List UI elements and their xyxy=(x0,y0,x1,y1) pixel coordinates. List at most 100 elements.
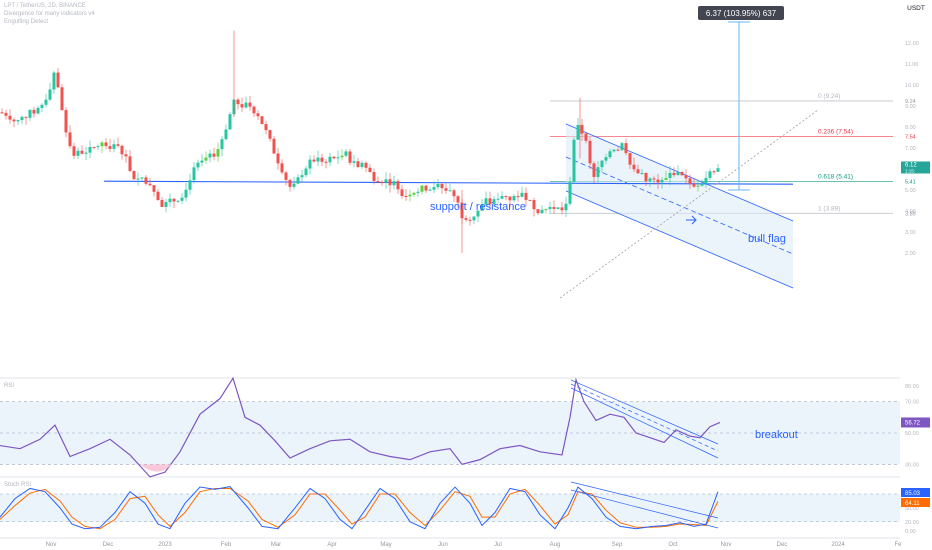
time-tick: Oct xyxy=(668,542,678,548)
candle-body xyxy=(44,99,48,105)
time-tick: Aug xyxy=(550,542,561,548)
candle-body xyxy=(204,157,208,161)
indicator-label-divergence: Divergence for many indicators v4 xyxy=(4,11,95,17)
fib-axis-tick: 7.54 xyxy=(905,135,916,141)
candle-body xyxy=(140,177,144,179)
candle-body xyxy=(344,151,348,156)
candle-body xyxy=(240,104,244,108)
candle-body xyxy=(100,142,104,147)
candle-body xyxy=(632,164,636,170)
time-tick: Nov xyxy=(46,542,57,548)
candle-body xyxy=(228,114,232,130)
last-price-value: 6.12 xyxy=(905,162,917,168)
candle-body xyxy=(564,203,568,211)
candle-body xyxy=(516,196,520,198)
stoch-tick: 0.00 xyxy=(905,529,916,535)
rsi-channel-top xyxy=(570,379,719,445)
candle-body xyxy=(700,183,704,186)
candle-body xyxy=(480,204,484,211)
candle-body xyxy=(184,189,188,198)
candle-body xyxy=(224,129,228,140)
candle-body xyxy=(628,153,632,165)
candle-body xyxy=(160,200,164,207)
candle-body xyxy=(448,190,452,192)
candle-body xyxy=(316,157,320,162)
candle-body xyxy=(216,149,220,157)
candle-body xyxy=(576,124,580,140)
stoch-panel-title: Stoch RSI xyxy=(4,482,31,488)
candle-body xyxy=(280,163,284,173)
stoch-tick: 50.00 xyxy=(905,506,919,512)
currency-badge: USDT xyxy=(907,5,925,12)
flag-channel-fill xyxy=(566,124,793,288)
candle-body xyxy=(76,150,80,156)
bull-flag-label: bull flag xyxy=(748,233,786,245)
candle-body xyxy=(584,133,588,141)
candle-body xyxy=(72,146,76,156)
rsi-value: 56.72 xyxy=(905,420,921,426)
price-tick: 3.00 xyxy=(905,230,916,236)
candle-body xyxy=(108,146,112,149)
candle-body xyxy=(476,210,480,217)
candle-body xyxy=(28,109,32,118)
candle-body xyxy=(392,181,396,186)
time-tick: Fe xyxy=(894,542,902,548)
candle-body xyxy=(588,140,592,164)
candle-body xyxy=(648,178,652,182)
arrow-icon xyxy=(686,215,697,225)
candle-body xyxy=(60,87,64,111)
candle-body xyxy=(68,132,72,147)
candle-body xyxy=(268,130,272,139)
candle-body xyxy=(52,72,56,90)
candle-body xyxy=(40,104,44,108)
candle-body xyxy=(568,181,572,204)
candle-body xyxy=(712,171,716,173)
stoch-channel-top xyxy=(570,481,719,519)
candle-body xyxy=(444,188,448,191)
candle-body xyxy=(188,180,192,190)
price-axis-bg xyxy=(900,0,932,550)
candle-body xyxy=(168,198,172,203)
measure-label-box xyxy=(698,6,784,20)
candle-body xyxy=(16,120,20,122)
candle-body xyxy=(220,139,224,150)
candle-body xyxy=(600,160,604,168)
candle-body xyxy=(272,138,276,154)
fib-axis-tick: 9.24 xyxy=(905,99,916,105)
candle-body xyxy=(492,199,496,205)
rsi-channel-bottom xyxy=(570,387,719,459)
candle-body xyxy=(640,172,644,174)
indicator-label-engulfing: Engulfing Detect xyxy=(4,19,49,25)
candle-body xyxy=(328,156,332,163)
candle-body xyxy=(688,178,692,184)
candle-body xyxy=(660,179,664,183)
candle-body xyxy=(556,207,560,209)
candle-body xyxy=(112,144,116,149)
rsi-tick: 50.00 xyxy=(905,431,919,437)
candle-body xyxy=(436,183,440,188)
candle-body xyxy=(440,183,444,189)
candle-body xyxy=(120,145,124,155)
candle-body xyxy=(372,172,376,182)
candle-body xyxy=(24,116,28,118)
stoch-channel-bottom xyxy=(570,489,719,529)
candle-body xyxy=(464,218,468,220)
candle-body xyxy=(432,187,436,190)
candle-body xyxy=(596,167,600,177)
time-tick: Jul xyxy=(494,542,502,548)
time-tick: Feb xyxy=(221,542,232,548)
last-price-badge xyxy=(901,161,930,174)
candle-body xyxy=(152,185,156,192)
candle-body xyxy=(560,207,564,211)
candle-body xyxy=(192,167,196,181)
candle-body xyxy=(668,172,672,178)
candle-body xyxy=(380,182,384,184)
rsi-line xyxy=(0,376,721,478)
fib-level-label: 0 (9.24) xyxy=(818,93,840,100)
support-resistance-line xyxy=(103,180,794,185)
rsi-value-badge xyxy=(901,417,930,428)
candle-body xyxy=(284,172,288,180)
candle-body xyxy=(376,181,380,183)
candle-body xyxy=(696,185,700,187)
